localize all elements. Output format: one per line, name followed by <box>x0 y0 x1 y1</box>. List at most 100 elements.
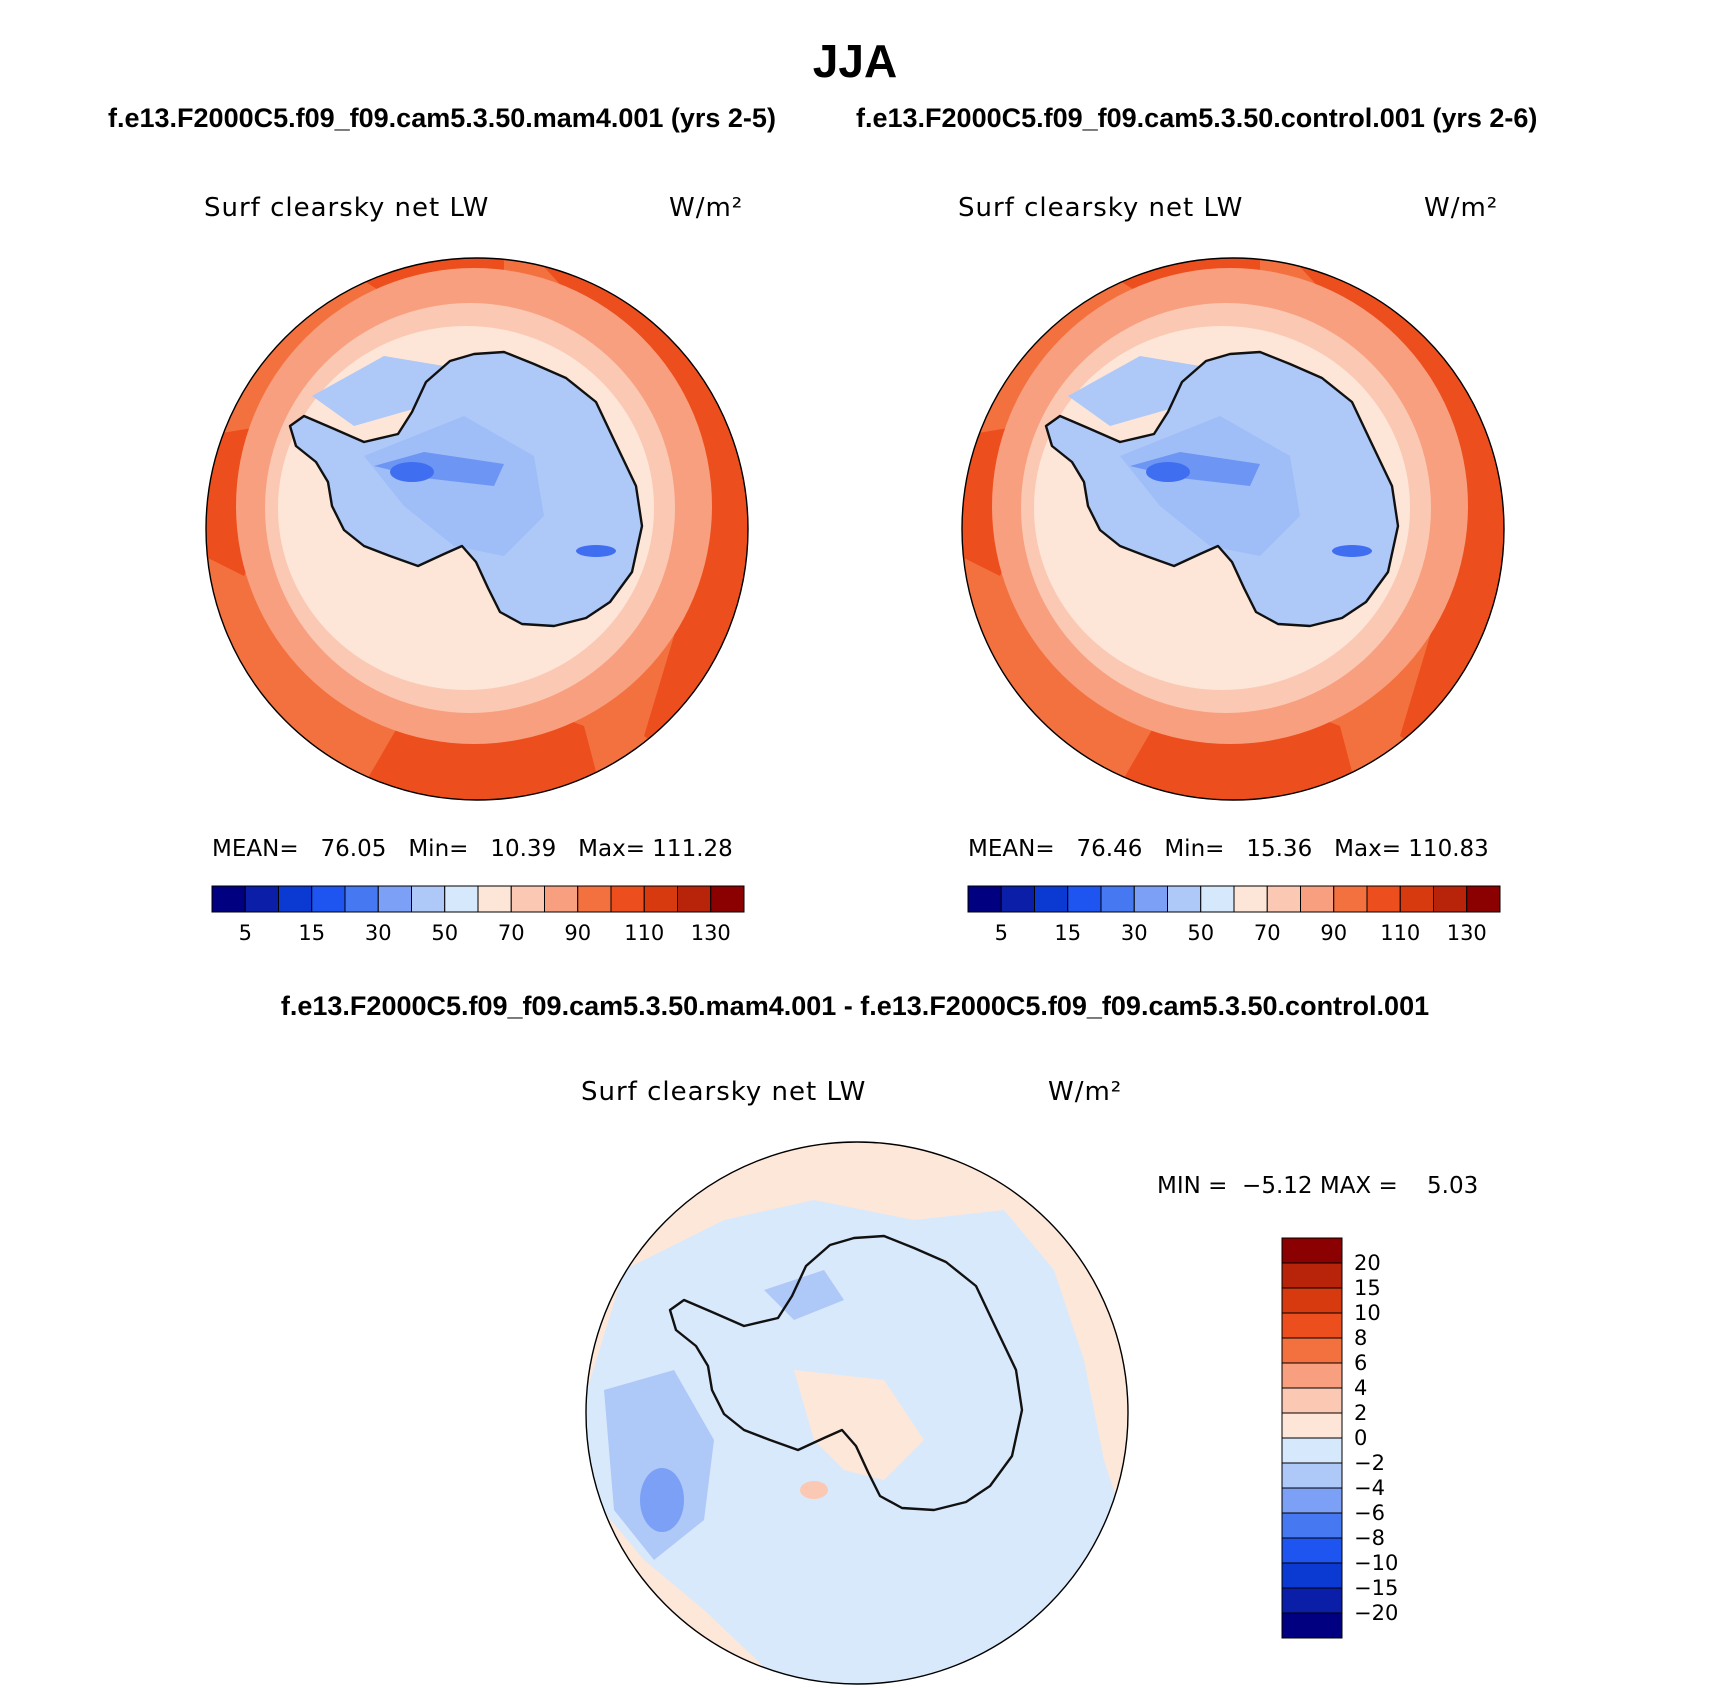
colorbar-swatch <box>1281 1387 1343 1414</box>
colorbar-swatch <box>1281 1562 1343 1589</box>
colorbar-swatch <box>211 885 246 913</box>
colorbar-swatch <box>577 885 612 913</box>
panel-diff-min-label: MIN = <box>1157 1173 1228 1199</box>
panel-b-stats: MEAN= 76.46 Min= 15.36 Max= 110.83 <box>968 836 1489 862</box>
colorbar-swatch <box>1366 885 1401 913</box>
ice-minimum-field-east <box>576 545 616 557</box>
panel-a-units: W/m² <box>669 193 744 223</box>
panel-a-min: 10.39 <box>490 836 557 862</box>
colorbar-tick-label: 8 <box>1354 1326 1367 1350</box>
colorbar-swatch <box>1133 885 1168 913</box>
panel-b-mean: 76.46 <box>1076 836 1143 862</box>
colorbar-tick-label: −4 <box>1354 1476 1385 1500</box>
panel-b-min: 15.36 <box>1246 836 1313 862</box>
diff-positive-continent <box>794 1370 924 1480</box>
colorbar-tick-label: −15 <box>1354 1576 1398 1600</box>
colorbar-tick-label: 6 <box>1354 1351 1367 1375</box>
colorbar-swatch <box>311 885 346 913</box>
colorbar-tick-label: 110 <box>624 921 664 945</box>
colorbar-swatch <box>1281 1412 1343 1439</box>
colorbar-swatch <box>1233 885 1268 913</box>
panel-b-max: 110.83 <box>1408 836 1489 862</box>
colorbar-tick-label: 50 <box>431 921 458 945</box>
panel-diff-min: −5.12 <box>1242 1173 1313 1199</box>
colorbar-tick-label: 15 <box>1054 921 1081 945</box>
colorbar-swatch <box>1333 885 1368 913</box>
colorbar-tick-label: −2 <box>1354 1451 1385 1475</box>
panel-a-mean: 76.05 <box>320 836 387 862</box>
ice-ross-field <box>312 356 444 426</box>
colorbar-tick-label: 15 <box>298 921 325 945</box>
colorbar-tick-label: 5 <box>995 921 1008 945</box>
colorbar-swatch <box>643 885 678 913</box>
antarctica-coastline <box>1044 350 1400 628</box>
field-warm-east <box>1290 258 1504 776</box>
colorbar-swatch <box>1281 1362 1343 1389</box>
colorbar-tick-label: 2 <box>1354 1401 1367 1425</box>
colorbar-tick-label: −8 <box>1354 1526 1385 1550</box>
panel-a-variable: Surf clearsky net LW <box>204 193 490 223</box>
colorbar-swatch <box>1281 1437 1343 1464</box>
colorbar-swatch <box>510 885 545 913</box>
panel-b-variable: Surf clearsky net LW <box>958 193 1244 223</box>
colorbar-swatch <box>544 885 579 913</box>
colorbar-swatch <box>610 885 645 913</box>
panel-a-map <box>205 257 749 801</box>
colorbar-tick-label: 50 <box>1187 921 1214 945</box>
colorbar-tick-label: −6 <box>1354 1501 1385 1525</box>
colorbar-swatch <box>411 885 446 913</box>
colorbar-swatch <box>1433 885 1468 913</box>
colorbar-tick-label: 70 <box>498 921 525 945</box>
colorbar-swatch <box>278 885 313 913</box>
case-a-title: f.e13.F2000C5.f09_f09.cam5.3.50.mam4.001… <box>108 103 776 133</box>
colorbar-swatch <box>1281 1337 1343 1364</box>
panel-a-mean-label: MEAN= <box>212 836 299 862</box>
colorbar-swatch <box>1281 1537 1343 1564</box>
colorbar-tick-label: 90 <box>1320 921 1347 945</box>
colorbar-swatch <box>477 885 512 913</box>
diff-negative-core <box>640 1468 684 1532</box>
colorbar-tick-label: 130 <box>691 921 731 945</box>
colorbar-swatch <box>1281 1312 1343 1339</box>
panel-a-max-label: Max= <box>578 836 645 862</box>
panel-diff-max-label: MAX = <box>1319 1173 1398 1199</box>
colorbar-tick-label: 130 <box>1447 921 1487 945</box>
ice-minimum-field <box>1146 462 1190 482</box>
difference-title: f.e13.F2000C5.f09_f09.cam5.3.50.mam4.001… <box>280 991 1430 1021</box>
ice-minimum-field <box>390 462 434 482</box>
colorbar-swatch <box>1300 885 1335 913</box>
ice-interior-field <box>364 416 544 556</box>
panel-diff-stats: MIN = −5.12 MAX = 5.03 <box>1157 1173 1478 1199</box>
ice-ross-field <box>1068 356 1200 426</box>
ice-plateau-field <box>374 452 504 486</box>
case-b-title: f.e13.F2000C5.f09_f09.cam5.3.50.control.… <box>856 103 1538 133</box>
colorbar-swatch <box>1200 885 1235 913</box>
panel-diff-map <box>585 1141 1129 1685</box>
colorbar-swatch <box>677 885 712 913</box>
colorbar-swatch <box>1000 885 1035 913</box>
panel-b-min-label: Min= <box>1164 836 1225 862</box>
colorbar-swatch <box>1034 885 1069 913</box>
colorbar-tick-label: 20 <box>1354 1251 1381 1275</box>
colorbar-swatch <box>967 885 1002 913</box>
colorbar-swatch <box>1067 885 1102 913</box>
colorbar-swatch <box>1399 885 1434 913</box>
colorbar-swatch <box>377 885 412 913</box>
colorbar-swatch <box>1266 885 1301 913</box>
panel-b-colorbar: 5 15 30 50 70 90 110 130 <box>967 885 1501 945</box>
ice-minimum-field-east <box>1332 545 1372 557</box>
antarctica-coastline <box>668 1234 1024 1512</box>
colorbar-tick-label: 110 <box>1380 921 1420 945</box>
panel-a-stats: MEAN= 76.05 Min= 10.39 Max= 111.28 <box>212 836 733 862</box>
colorbar-tick-label: 30 <box>365 921 392 945</box>
colorbar-swatch <box>1281 1287 1343 1314</box>
colorbar-tick-label: 90 <box>564 921 591 945</box>
colorbar-tick-label: 5 <box>239 921 252 945</box>
panel-diff-variable: Surf clearsky net LW <box>581 1077 867 1107</box>
colorbar-swatch <box>1281 1462 1343 1489</box>
diff-negative-region-strong <box>604 1370 714 1560</box>
colorbar-tick-label: 15 <box>1354 1276 1381 1300</box>
colorbar-swatch <box>1281 1237 1343 1264</box>
colorbar-tick-label: −10 <box>1354 1551 1398 1575</box>
